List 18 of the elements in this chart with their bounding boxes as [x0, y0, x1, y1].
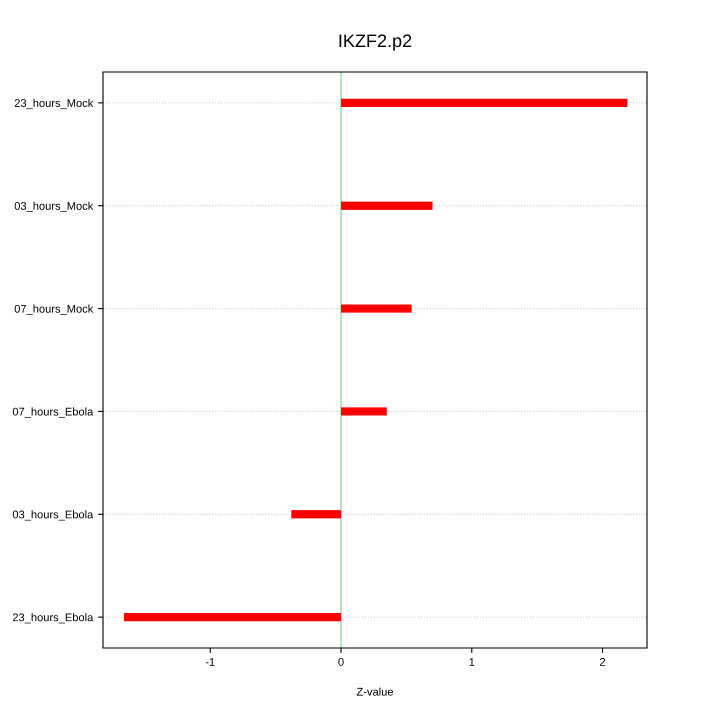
y-tick-label: 07_hours_Ebola — [12, 407, 94, 418]
bar — [341, 202, 433, 210]
x-axis-title: Z-value — [356, 688, 394, 696]
x-tick-label: 2 — [600, 658, 606, 666]
x-tick-label: -1 — [206, 658, 215, 666]
bar — [341, 304, 412, 313]
x-tick-label: 0 — [338, 658, 344, 666]
bar — [291, 510, 341, 518]
bar — [341, 407, 387, 416]
y-tick-label: 23_hours_Ebola — [12, 613, 94, 624]
bar — [341, 98, 628, 107]
chart-title: IKZF2.p2 — [340, 34, 412, 51]
x-tick-label: 1 — [470, 658, 474, 666]
bar — [124, 613, 341, 622]
y-tick-label: 03_hours_Ebola — [12, 510, 94, 521]
y-tick-label: 07_hours_Mock — [14, 304, 94, 315]
y-tick-label: 23_hours_Mock — [14, 98, 94, 110]
y-tick-label: 03_hours_Mock — [14, 202, 94, 212]
